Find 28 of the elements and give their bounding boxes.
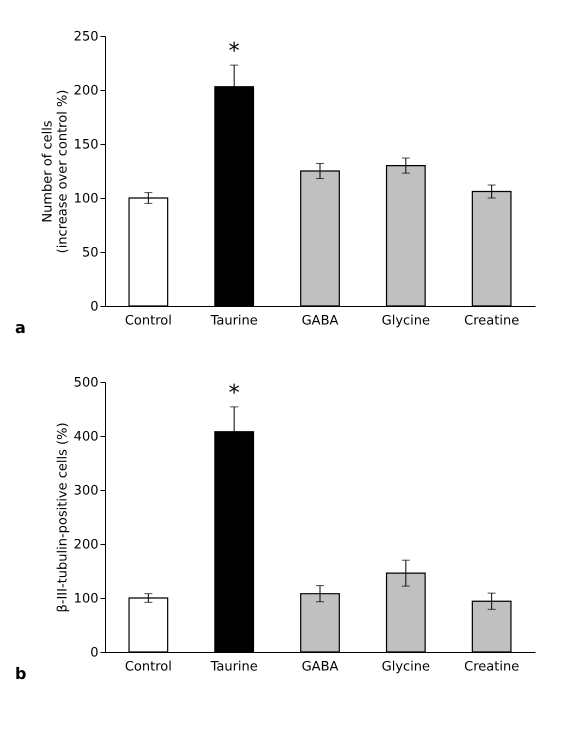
x-tick-label: Glycine <box>382 660 430 674</box>
text: b <box>15 664 26 683</box>
y-tick-label: 150 <box>74 138 98 152</box>
y-tick-label: 100 <box>74 192 98 206</box>
x-tick-label: Taurine <box>210 660 258 674</box>
y-tick-label: 250 <box>74 30 98 44</box>
x-tick-label: Glycine <box>382 314 430 328</box>
x-tick-label: Creatine <box>464 314 520 328</box>
y-axis-title: β-III-tubulin-positive cells (%) <box>56 422 71 613</box>
y-tick-label: 200 <box>74 538 98 552</box>
x-tick-label: GABA <box>302 660 338 674</box>
x-tick-label: Control <box>124 314 172 328</box>
x-tick-label: Creatine <box>464 660 520 674</box>
text: a <box>15 318 26 337</box>
y-tick-label: 500 <box>74 376 98 390</box>
y-tick-label: 400 <box>74 430 98 444</box>
x-tick-label: Taurine <box>210 314 258 328</box>
y-tick-label: 50 <box>82 246 98 260</box>
x-tick-label: Control <box>124 660 172 674</box>
y-tick-label: 0 <box>90 300 98 314</box>
y-tick-label: 200 <box>74 84 98 98</box>
x-tick-label: GABA <box>302 314 338 328</box>
y-axis-title: Number of cells (increase over control %) <box>40 90 71 254</box>
y-tick-label: 100 <box>74 592 98 606</box>
annotation: * <box>228 39 240 64</box>
annotation: * <box>228 380 240 406</box>
y-tick-label: 300 <box>74 484 98 498</box>
y-tick-label: 0 <box>90 646 98 660</box>
